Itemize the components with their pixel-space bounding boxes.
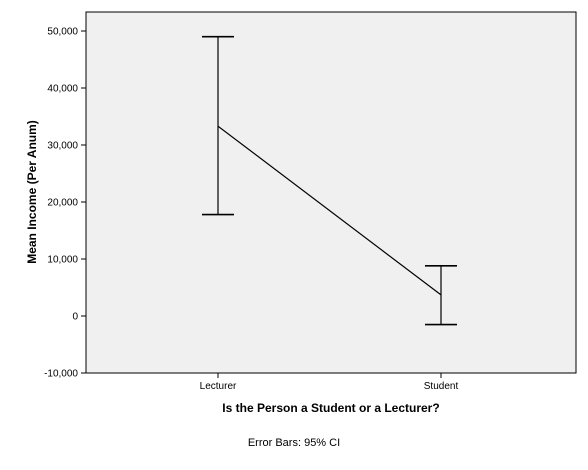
y-tick-label: 40,000 <box>47 84 78 95</box>
y-tick-label: 20,000 <box>47 198 78 209</box>
error-bars-footnote: Error Bars: 95% CI <box>248 437 340 449</box>
error-bar-student <box>425 265 457 326</box>
mean-line <box>217 125 442 296</box>
y-tick-label: 0 <box>72 312 78 323</box>
series-group <box>202 35 457 326</box>
y-tick-label: 10,000 <box>47 255 78 266</box>
y-tick-label: -10,000 <box>44 369 78 380</box>
x-axis: Lecturer Student <box>200 373 459 392</box>
x-tick-label: Student <box>424 381 459 392</box>
y-axis: -10,000 0 10,000 20,000 30,000 40,000 50,000 <box>44 27 86 380</box>
x-tick-label: Lecturer <box>200 381 237 392</box>
y-axis-title: Mean Income (Per Anum) <box>25 120 39 264</box>
plot-area <box>85 11 577 374</box>
y-tick-label: 50,000 <box>47 27 78 38</box>
x-axis-title: Is the Person a Student or a Lecturer? <box>222 401 439 415</box>
y-tick-label: 30,000 <box>47 141 78 152</box>
error-bar-lecturer <box>202 35 234 216</box>
